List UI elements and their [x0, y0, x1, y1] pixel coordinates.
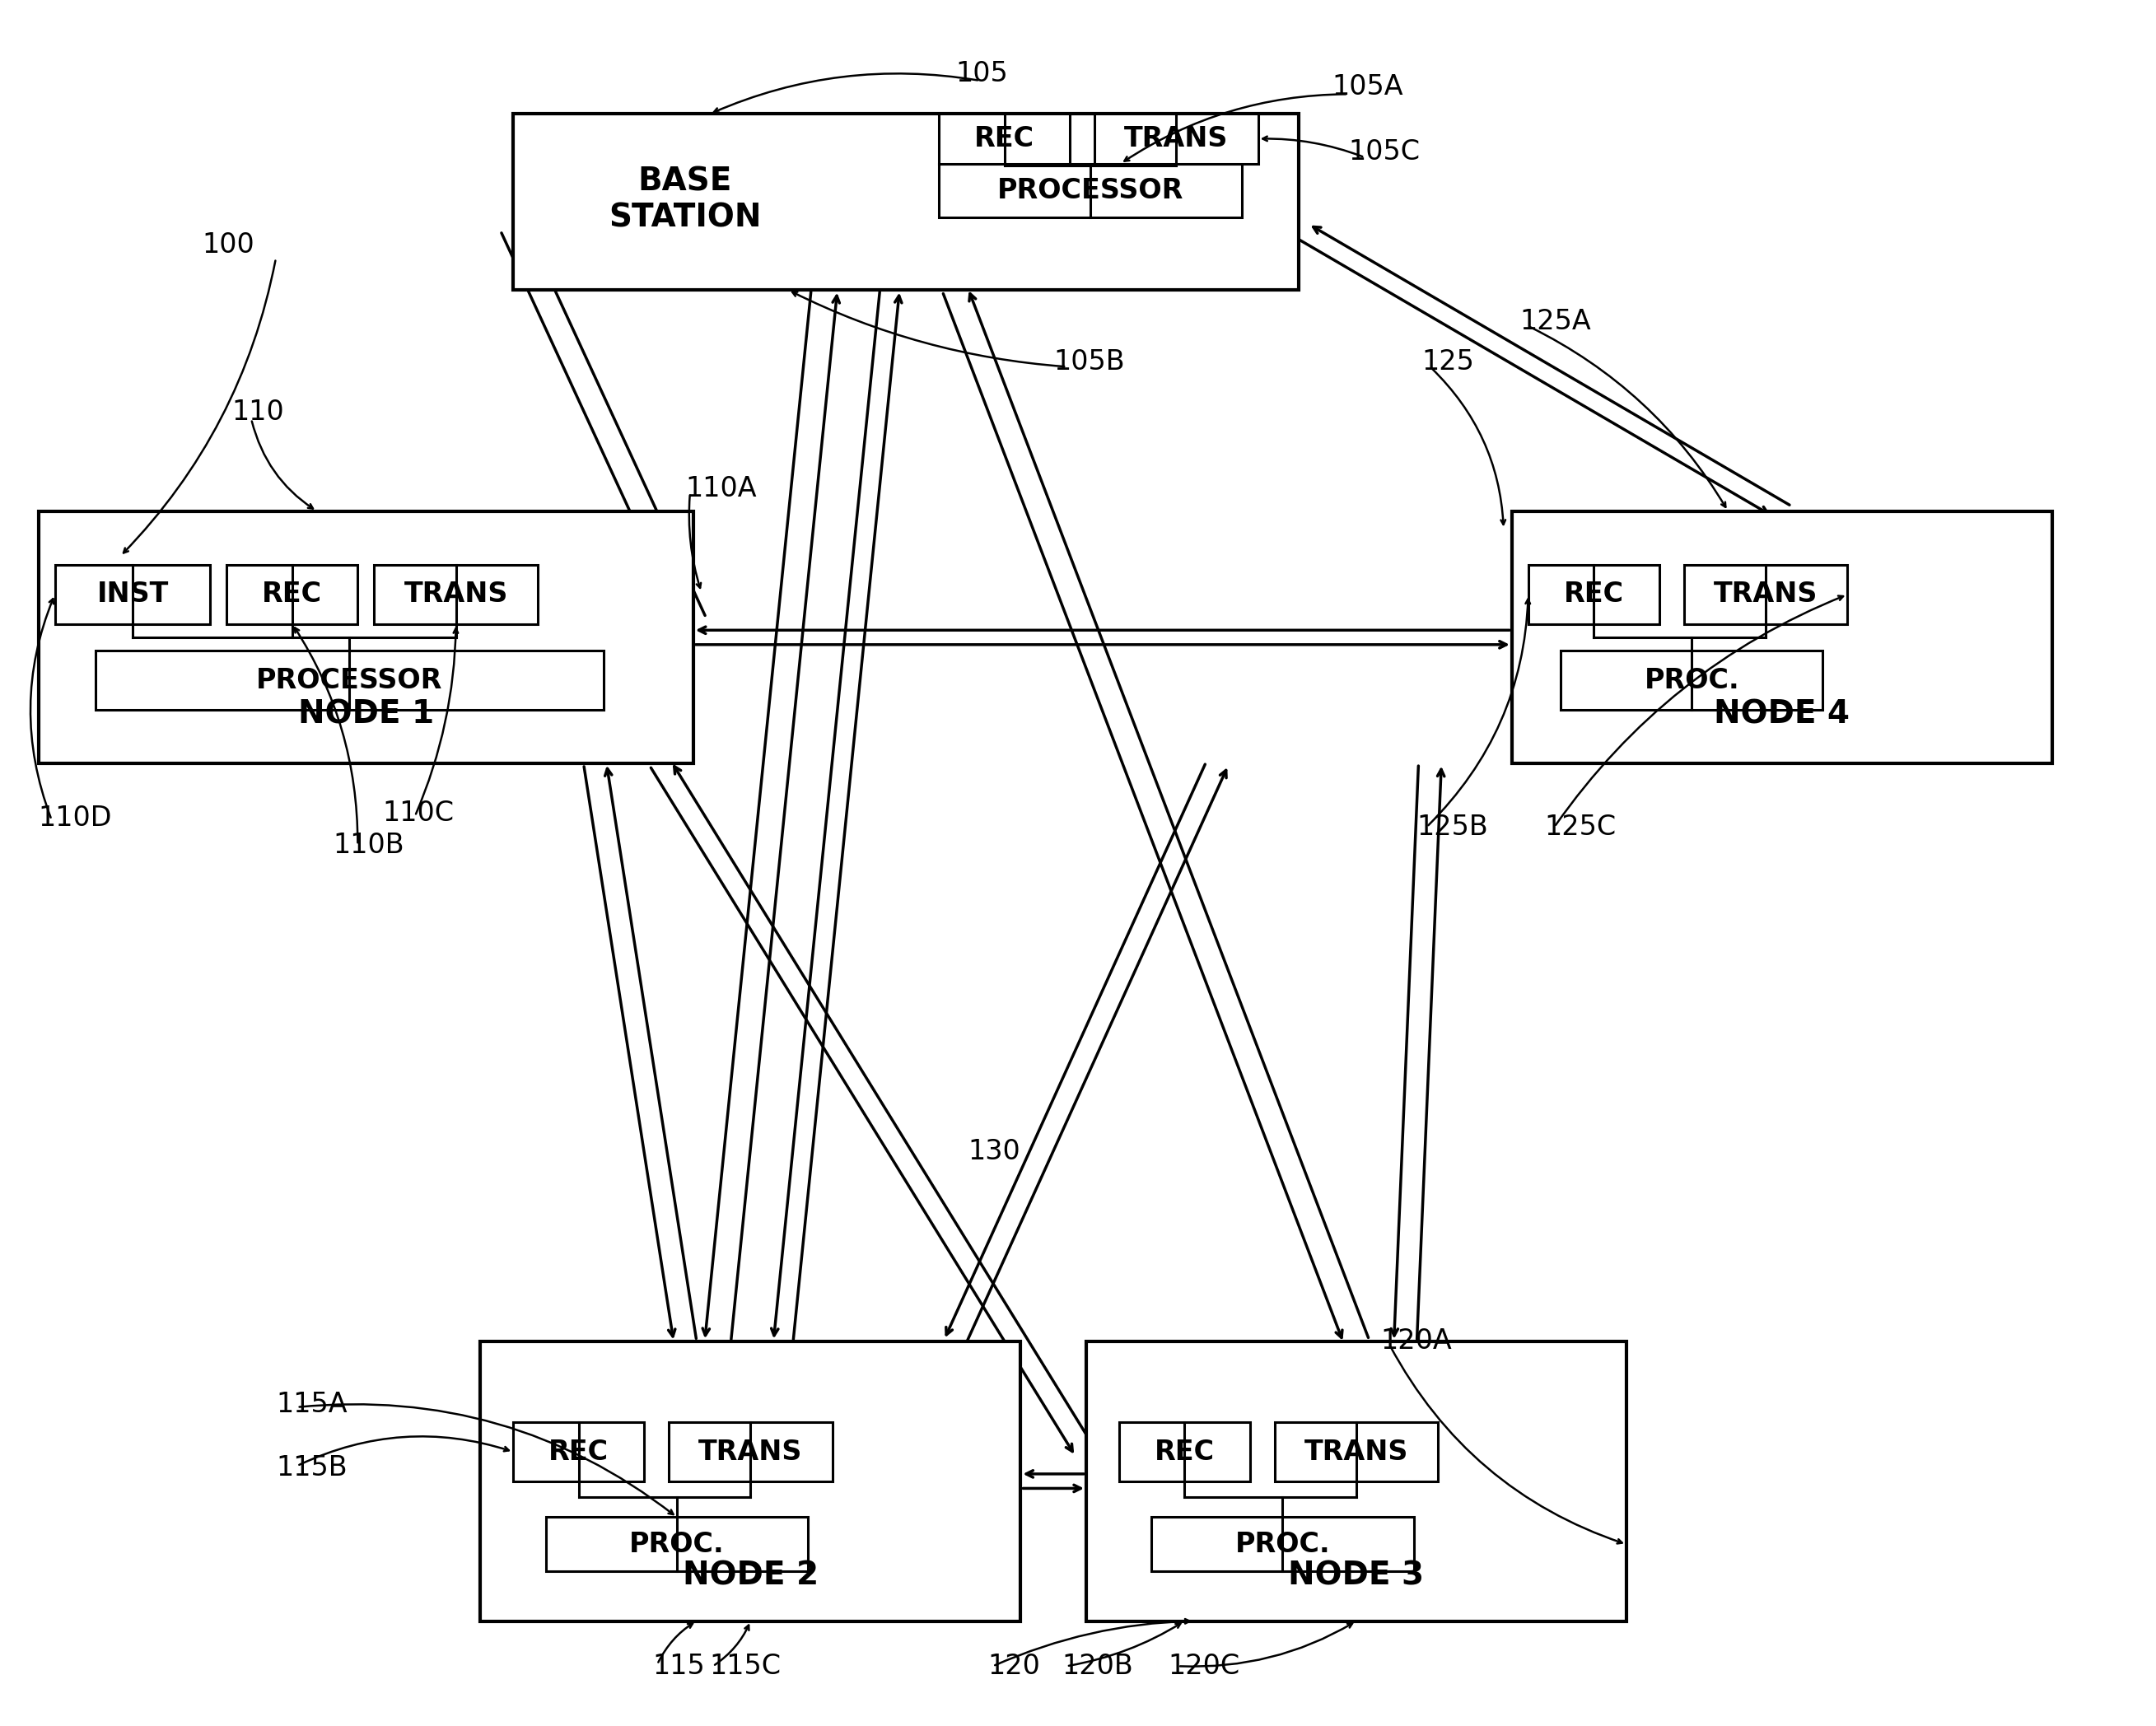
Text: 125C: 125C — [1544, 813, 1617, 841]
Text: 110A: 110A — [686, 475, 757, 502]
Bar — [226, 564, 358, 623]
Text: 110B: 110B — [334, 832, 405, 858]
Text: PROC.: PROC. — [1645, 666, 1740, 694]
Text: 125: 125 — [1421, 349, 1475, 376]
Text: 105: 105 — [955, 60, 1007, 86]
Text: 125B: 125B — [1416, 813, 1488, 841]
Text: 110: 110 — [231, 399, 285, 425]
Text: 120C: 120C — [1169, 1652, 1240, 1679]
Text: 120: 120 — [987, 1652, 1041, 1679]
Text: TRANS: TRANS — [1304, 1438, 1408, 1465]
Text: 115B: 115B — [276, 1453, 347, 1481]
Text: 110C: 110C — [382, 799, 455, 827]
Text: 105C: 105C — [1348, 138, 1421, 166]
Text: PROC.: PROC. — [1235, 1531, 1330, 1559]
Text: PROCESSOR: PROCESSOR — [996, 178, 1184, 204]
Text: 125A: 125A — [1520, 307, 1591, 335]
Text: REC: REC — [975, 126, 1035, 152]
Text: TRANS: TRANS — [699, 1438, 802, 1465]
Bar — [668, 1422, 832, 1481]
Bar — [1511, 511, 2053, 763]
Text: REC: REC — [1563, 582, 1623, 608]
Text: NODE 1: NODE 1 — [298, 699, 433, 730]
Bar — [373, 564, 537, 623]
Text: TRANS: TRANS — [1714, 582, 1818, 608]
Bar — [54, 564, 211, 623]
Bar — [1529, 564, 1660, 623]
Bar — [513, 114, 1300, 290]
Text: 115A: 115A — [276, 1391, 347, 1419]
Bar — [1119, 1422, 1250, 1481]
Bar — [938, 114, 1069, 164]
Bar — [1561, 651, 1822, 709]
Bar — [1095, 114, 1259, 164]
Bar — [481, 1341, 1020, 1621]
Bar — [1274, 1422, 1438, 1481]
Text: REC: REC — [1153, 1438, 1214, 1465]
Text: TRANS: TRANS — [1123, 126, 1229, 152]
Text: BASE
STATION: BASE STATION — [608, 166, 761, 233]
Text: NODE 4: NODE 4 — [1714, 699, 1850, 730]
Text: REC: REC — [548, 1438, 608, 1465]
Text: 115C: 115C — [709, 1652, 780, 1679]
Text: 105A: 105A — [1332, 72, 1404, 100]
Text: NODE 3: NODE 3 — [1289, 1560, 1425, 1591]
Text: 115: 115 — [653, 1652, 705, 1679]
Text: REC: REC — [263, 582, 321, 608]
Text: 130: 130 — [968, 1137, 1020, 1165]
Text: PROCESSOR: PROCESSOR — [257, 666, 442, 694]
Bar — [513, 1422, 645, 1481]
Bar — [545, 1517, 808, 1571]
Text: 105B: 105B — [1054, 349, 1125, 376]
Text: PROC.: PROC. — [630, 1531, 724, 1559]
Text: INST: INST — [97, 582, 168, 608]
Text: 110D: 110D — [39, 804, 112, 832]
Bar — [1684, 564, 1848, 623]
Text: 120A: 120A — [1380, 1327, 1453, 1355]
Bar — [95, 651, 604, 709]
Bar — [938, 164, 1242, 217]
Text: NODE 2: NODE 2 — [683, 1560, 819, 1591]
Bar — [1151, 1517, 1414, 1571]
Text: TRANS: TRANS — [403, 582, 509, 608]
Text: 100: 100 — [203, 231, 254, 259]
Text: 120B: 120B — [1061, 1652, 1134, 1679]
Bar — [39, 511, 694, 763]
Bar — [1087, 1341, 1626, 1621]
